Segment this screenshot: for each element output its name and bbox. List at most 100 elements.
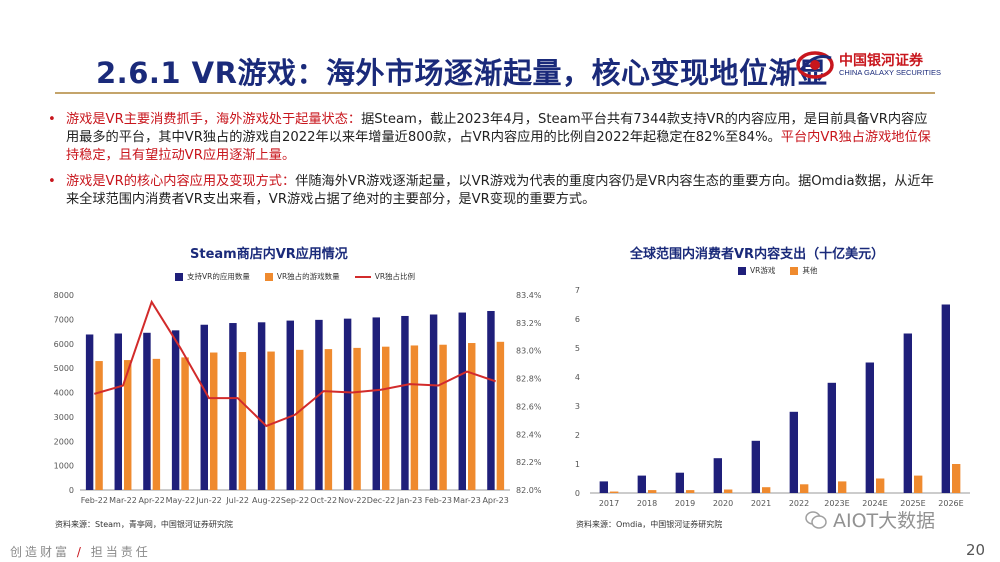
bar-other (762, 487, 771, 493)
chart2-source: 资料来源：Omdia，中国银河证券研究院 (576, 520, 723, 529)
bar-vr-exclusive-games (439, 344, 447, 490)
bar-other (952, 464, 961, 493)
x-tick-label: 2026E (938, 499, 963, 508)
bullet-list: • 游戏是VR主要消费抓手，海外游戏处于起量状态：据Steam，截止2023年4… (48, 111, 938, 217)
x-tick-label: 2020 (713, 499, 733, 508)
bar-vr-exclusive-games (152, 358, 161, 490)
y-tick-label: 2 (575, 431, 580, 440)
bar-vr-apps (229, 323, 237, 490)
bar-vr-exclusive-games (210, 352, 218, 490)
bar-vr-exclusive-games (382, 346, 390, 490)
x-tick-label: Jul-22 (225, 496, 249, 505)
chart1-legend: 支持VR的应用数量 VR独占的游戏数量 VR独占比例 (175, 271, 425, 282)
bar-vr-apps (257, 322, 266, 490)
wechat-icon (805, 510, 827, 529)
x-tick-label: 2023E (824, 499, 849, 508)
legend-item: 支持VR的应用数量 (175, 271, 250, 282)
y-left-tick-label: 1000 (54, 462, 74, 471)
bar-other (914, 475, 923, 493)
legend-item: 其他 (790, 265, 817, 276)
y-tick-label: 1 (575, 460, 580, 469)
y-left-tick-label: 4000 (54, 389, 74, 398)
x-tick-label: 2017 (599, 499, 619, 508)
x-tick-label: 2024E (862, 499, 887, 508)
bar-vr-apps (171, 330, 180, 490)
y-tick-label: 4 (575, 373, 580, 382)
y-right-tick-label: 83.4% (516, 291, 542, 300)
y-right-tick-label: 82.0% (516, 486, 542, 495)
legend-item: VR独占的游戏数量 (264, 271, 340, 282)
bar-vr-games (675, 472, 684, 493)
bar-other (648, 490, 657, 493)
slogan-a: 创造财富 (10, 545, 71, 559)
x-tick-label: Feb-23 (425, 496, 452, 505)
bar-other (876, 478, 885, 493)
legend-label: VR独占的游戏数量 (276, 272, 340, 281)
bar-vr-games (637, 475, 646, 493)
watermark-text: AIOT大数据 (833, 510, 936, 532)
bar-vr-games (789, 411, 798, 493)
y-right-tick-label: 82.8% (516, 375, 542, 384)
footer-slogan: 创造财富 / 担当责任 (10, 543, 151, 560)
vr-spending-chart: 0 1 2 3 4 5 6 7 2017 2018 2019 2020 2021 2022 2023E 202… (575, 286, 970, 508)
bar-vr-exclusive-games (496, 341, 505, 490)
legend-item: VR游戏 (738, 265, 775, 276)
y-left-tick-label: 7000 (54, 315, 74, 324)
bar-vr-apps (85, 334, 94, 490)
bar-other (800, 484, 809, 493)
legend-label: VR游戏 (750, 266, 776, 275)
legend-swatch (264, 272, 273, 281)
bullet-item: • 游戏是VR主要消费抓手，海外游戏处于起量状态：据Steam，截止2023年4… (48, 111, 938, 165)
bar-vr-apps (143, 332, 151, 490)
y-right-tick-label: 83.0% (516, 347, 542, 356)
x-tick-label: 2019 (675, 499, 695, 508)
legend-swatch (738, 266, 746, 275)
y-left-tick-label: 8000 (54, 291, 74, 300)
line-exclusive-ratio (94, 299, 496, 428)
bar-vr-apps (487, 310, 495, 490)
bar-vr-apps (401, 315, 409, 490)
bar-vr-apps (458, 312, 466, 490)
bar-vr-games (865, 362, 874, 493)
bar-other (610, 491, 619, 493)
chart2-title: 全球范围内消费者VR内容支出（十亿美元） (630, 247, 885, 262)
bar-vr-apps (372, 317, 380, 490)
chart1-title: Steam商店内VR应用情况 (190, 247, 348, 262)
bar-vr-games (903, 333, 912, 493)
legend-swatch (175, 272, 183, 281)
bullet-tail: 平台内VR独占游戏地位保持稳定，且有望拉动VR应用逐渐上量。 (66, 130, 931, 163)
y-left-tick-label: 5000 (54, 364, 74, 373)
bar-vr-exclusive-games (124, 360, 132, 490)
bar-vr-games (751, 440, 760, 493)
x-tick-label: Feb-22 (81, 496, 108, 505)
x-tick-label: 2018 (637, 499, 657, 508)
slogan-b: 担当责任 (90, 545, 151, 559)
logo-cn-text: 中国银河证券 (839, 53, 923, 69)
bar-vr-apps (315, 319, 323, 490)
logo-en-text: CHINA GALAXY SECURITIES (839, 68, 941, 77)
page-number: 20 (966, 541, 986, 559)
bar-vr-exclusive-games (238, 352, 247, 490)
legend-label: 支持VR的应用数量 (187, 272, 250, 281)
x-tick-label: Mar-22 (109, 496, 137, 505)
bar-other (686, 490, 695, 493)
y-left-tick-label: 0 (69, 486, 74, 495)
bar-vr-games (713, 458, 722, 493)
bullet-item: • 游戏是VR的核心内容应用及变现方式：伴随海外VR游戏逐渐起量，以VR游戏为代… (48, 173, 938, 209)
x-tick-label: Aug-22 (252, 496, 281, 505)
x-tick-label: Jun-22 (195, 496, 222, 505)
legend-line (354, 275, 371, 278)
legend-item: VR独占比例 (354, 271, 415, 282)
x-tick-label: 2021 (751, 499, 771, 508)
x-tick-label: Apr-23 (482, 496, 508, 505)
legend-swatch (790, 266, 799, 275)
x-tick-label: Oct-22 (310, 496, 337, 505)
y-left-tick-label: 3000 (54, 413, 74, 422)
bar-vr-exclusive-games (410, 345, 419, 490)
slogan-separator: / (76, 545, 84, 559)
bullet-body: 据Steam，截止2023年4月，Steam平台共有7344款支持VR的内容应用… (66, 112, 928, 145)
bar-vr-games (599, 481, 608, 493)
bar-vr-games (941, 304, 950, 493)
y-tick-label: 3 (575, 402, 580, 411)
y-tick-label: 5 (575, 344, 580, 353)
